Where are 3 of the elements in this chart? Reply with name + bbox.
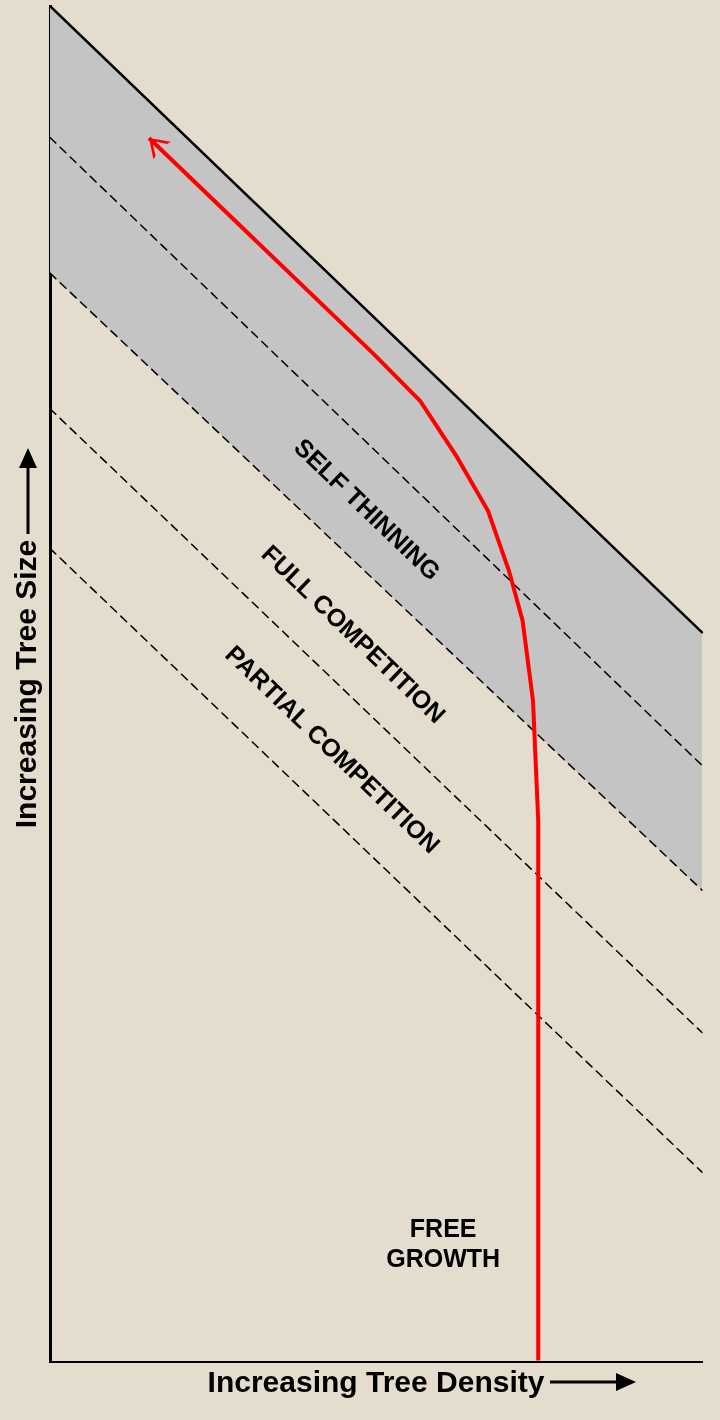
- y-axis-title: Increasing Tree Size: [9, 539, 43, 829]
- annotation: FREE GROWTH: [386, 1214, 501, 1273]
- x-axis-title: Increasing Tree Density: [207, 1365, 545, 1399]
